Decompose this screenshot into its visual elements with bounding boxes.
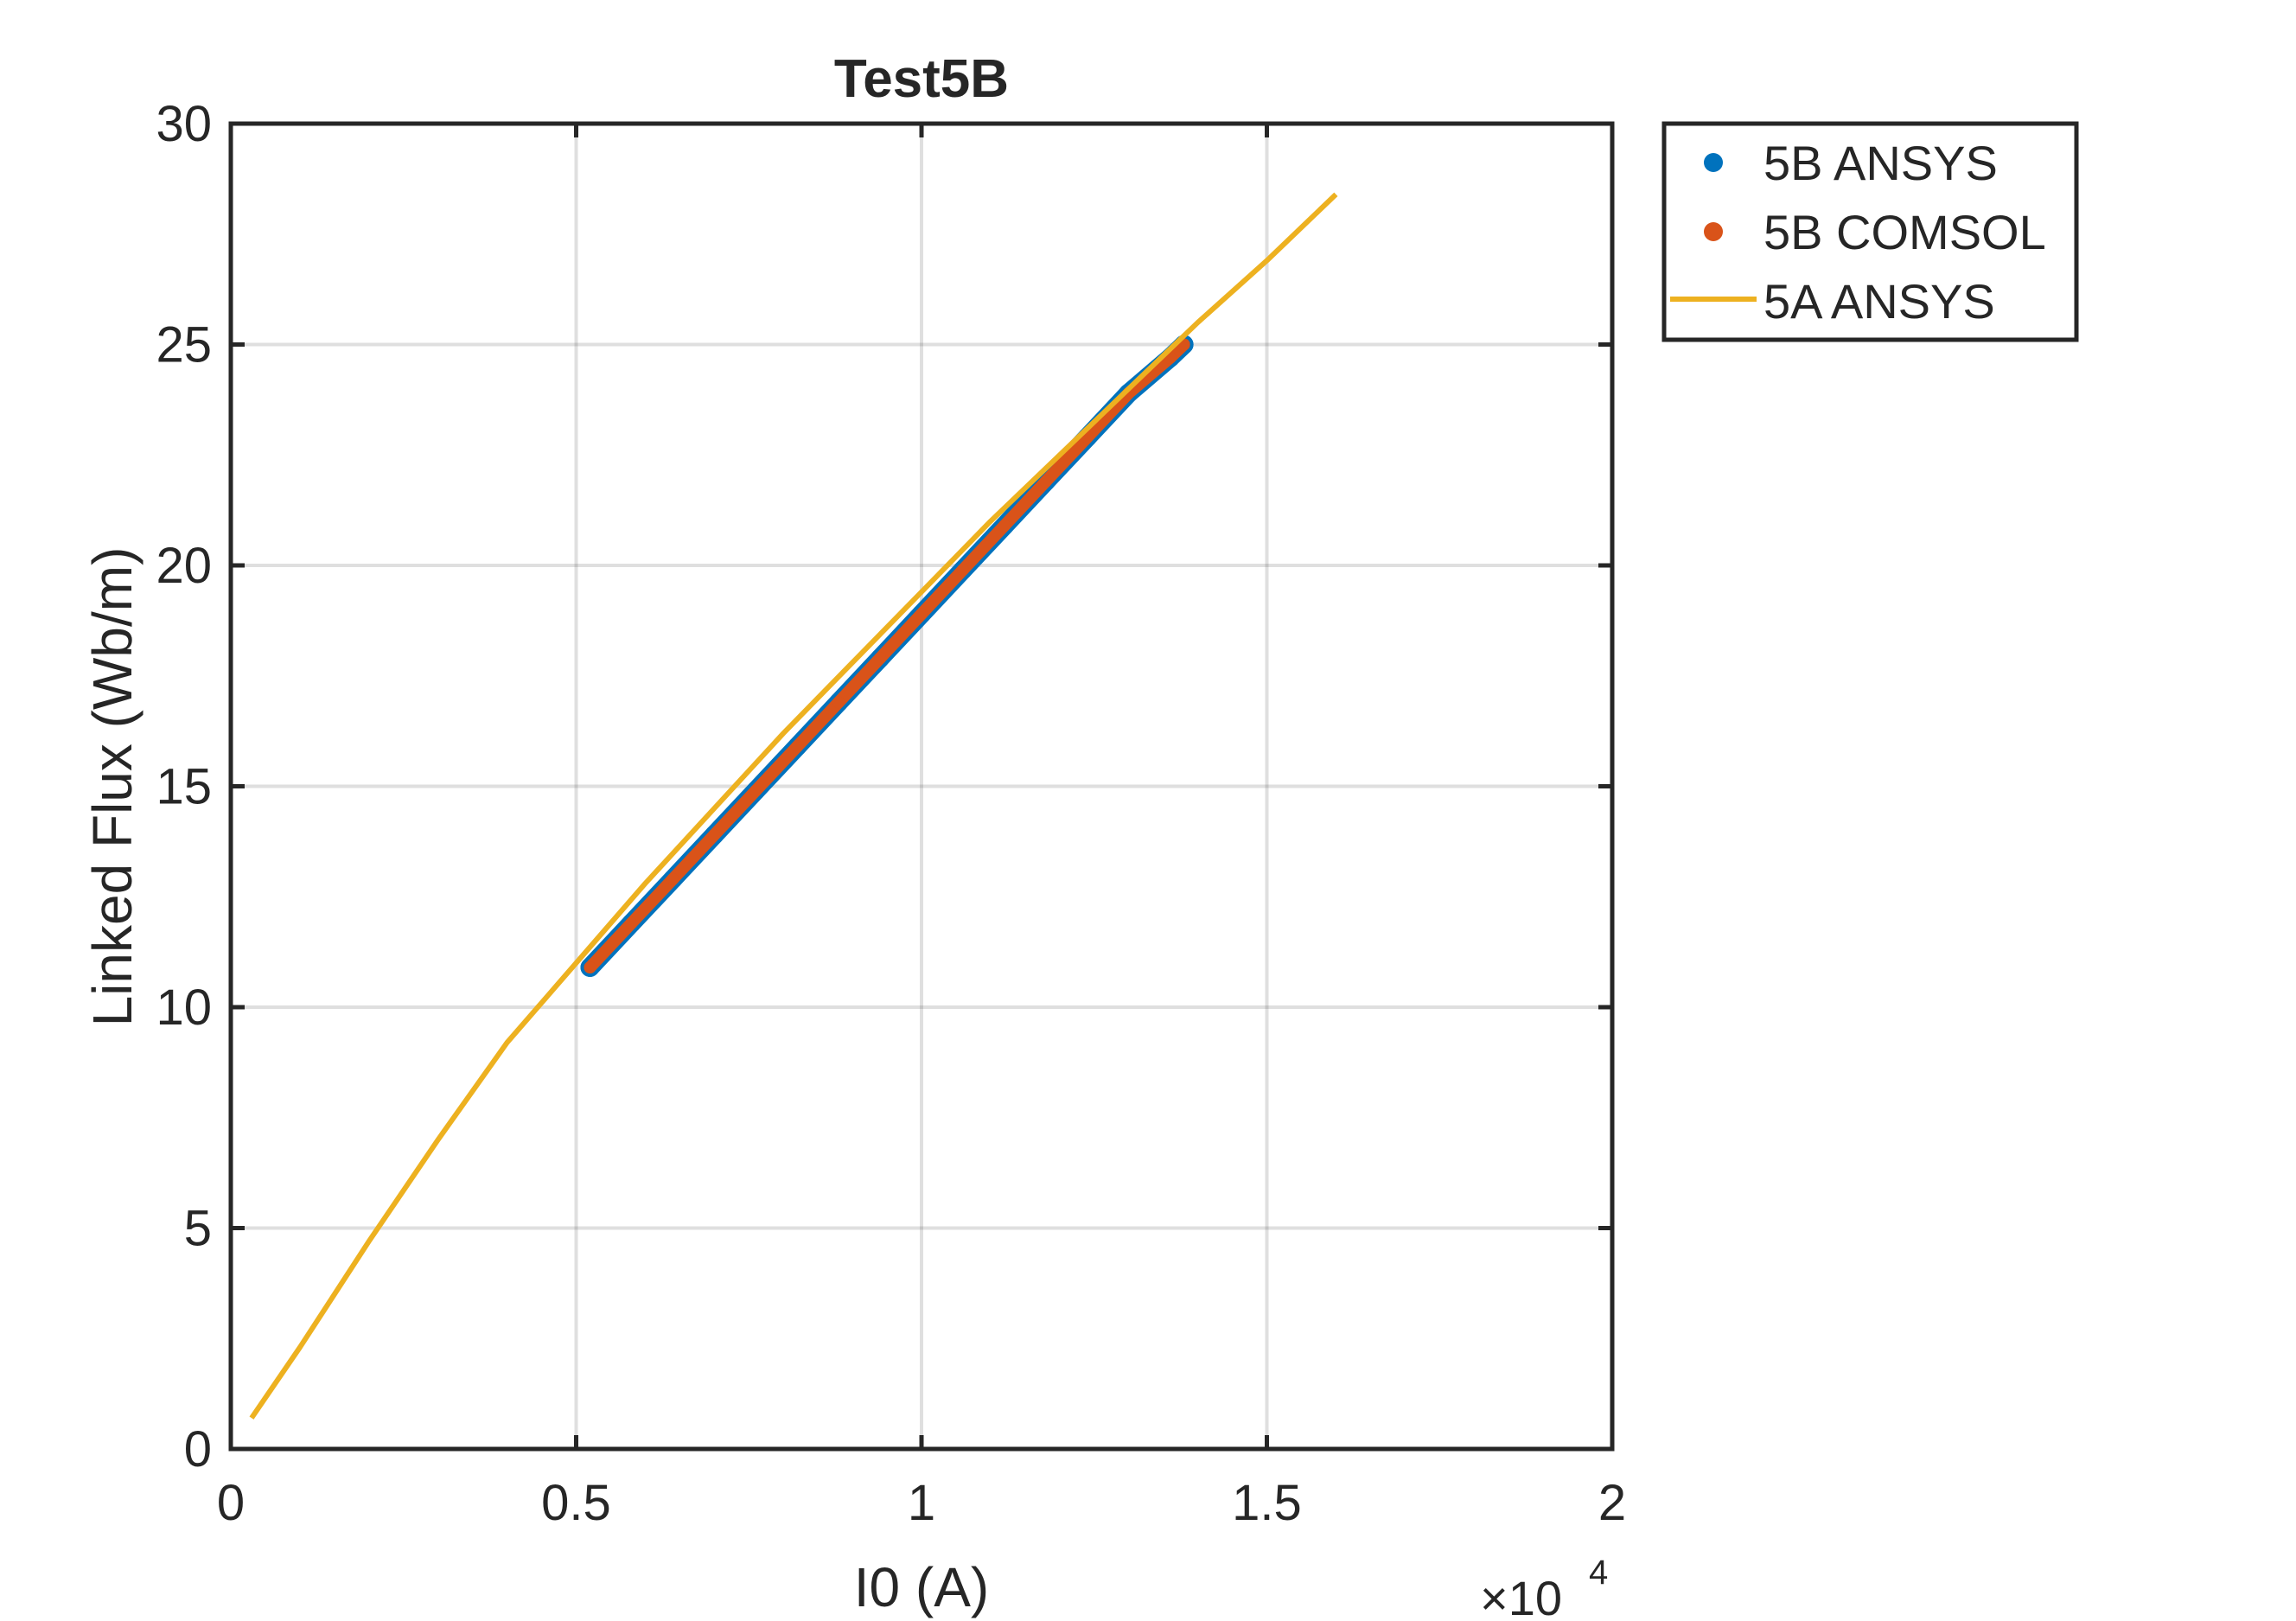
y-axis-label: Linked Flux (Wb/m) xyxy=(81,547,144,1027)
grid xyxy=(231,124,1612,1449)
x-tick-label: 0.5 xyxy=(541,1475,611,1531)
data-point-5b-comsol xyxy=(666,872,679,885)
x-exponent: ×10 4 xyxy=(1480,1554,1608,1621)
legend-box xyxy=(1661,121,2079,342)
data-point-5b-comsol xyxy=(874,652,887,665)
series-line-5a-ansys xyxy=(249,192,1338,1420)
data-point-5b-comsol xyxy=(708,828,721,841)
data-point-5b-comsol xyxy=(584,961,596,973)
data-point-5b-comsol xyxy=(832,696,845,709)
series-layer xyxy=(249,192,1338,1420)
y-tick-label: 20 xyxy=(156,538,212,594)
data-point-5b-comsol xyxy=(625,916,638,929)
legend-label-5b-comsol: 5B COMSOL xyxy=(1763,205,2046,259)
data-point-5b-comsol xyxy=(749,784,762,797)
x-tick-label: 1 xyxy=(908,1475,935,1531)
x-tick-label: 0 xyxy=(217,1475,245,1531)
data-point-5b-comsol xyxy=(998,520,1011,532)
data-point-5b-comsol xyxy=(791,740,804,753)
data-point-5b-comsol xyxy=(956,564,969,577)
x-tick-label: 2 xyxy=(1598,1475,1626,1531)
plot-area-background xyxy=(231,124,1612,1449)
x-exponent-power: 4 xyxy=(1589,1554,1608,1592)
x-exponent-base: ×10 xyxy=(1480,1571,1562,1621)
data-point-5b-comsol xyxy=(915,608,928,621)
chart-title: Test5B xyxy=(834,49,1009,109)
legend-label-5b-ansys: 5B ANSYS xyxy=(1763,136,1998,190)
x-axis-label: I0 (A) xyxy=(854,1556,989,1618)
data-point-5b-comsol xyxy=(1039,475,1052,488)
y-tick-label: 5 xyxy=(184,1201,212,1257)
x-tick-label: 1.5 xyxy=(1232,1475,1302,1531)
y-tick-label: 30 xyxy=(156,96,212,152)
y-tick-label: 10 xyxy=(156,980,212,1036)
y-tick-label: 0 xyxy=(184,1421,212,1477)
y-tick-label: 15 xyxy=(156,759,212,815)
legend-marker-5b-ansys xyxy=(1704,153,1723,172)
series-band-5b-comsol xyxy=(584,338,1190,973)
legend-label-5a-ansys: 5A ANSYS xyxy=(1763,274,1995,329)
legend: 5B ANSYS 5B COMSOL 5A ANSYS xyxy=(1661,121,2079,342)
y-tick-label: 25 xyxy=(156,317,212,373)
legend-marker-5b-comsol xyxy=(1704,222,1723,241)
